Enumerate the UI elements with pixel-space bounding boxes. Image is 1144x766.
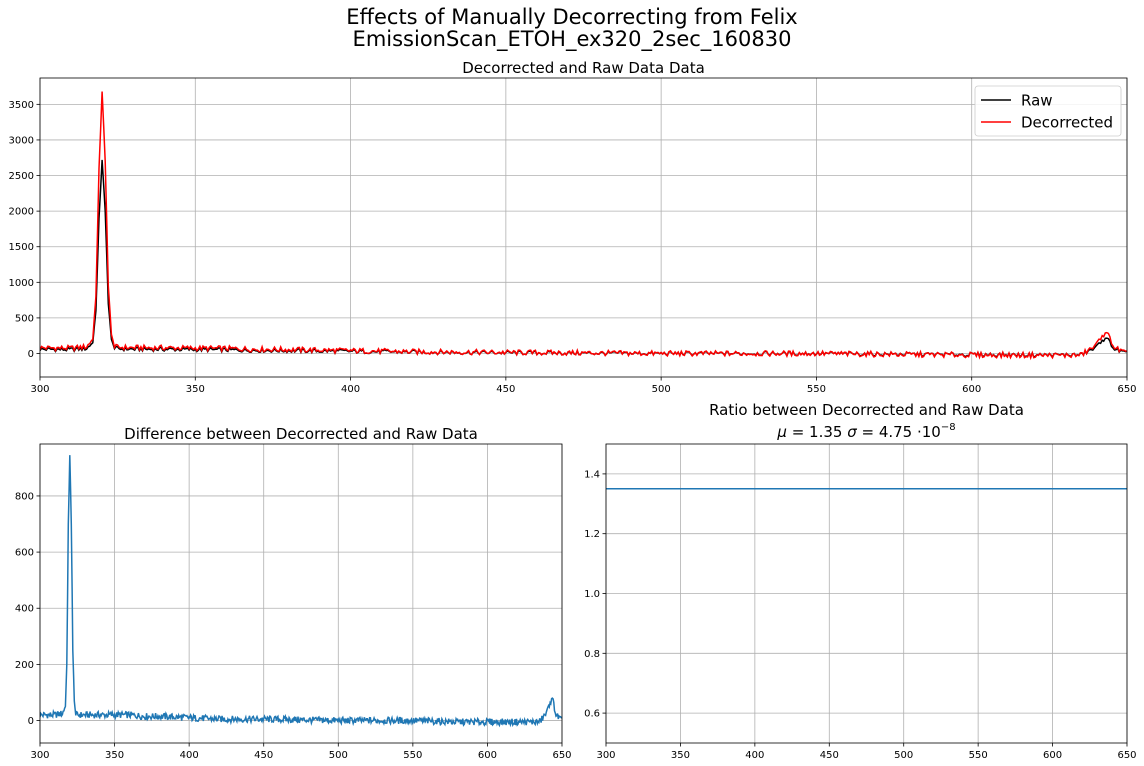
x-tick-label: 450 xyxy=(496,384,515,395)
x-tick-label: 450 xyxy=(254,750,273,761)
y-tick-label: 200 xyxy=(15,660,34,671)
x-tick-label: 500 xyxy=(894,750,913,761)
x-tick-label: 550 xyxy=(969,750,988,761)
y-tick-label: 0.8 xyxy=(584,649,600,660)
y-tick-label: 1.2 xyxy=(584,529,600,540)
x-tick-label: 350 xyxy=(186,384,205,395)
x-tick-label: 600 xyxy=(478,750,497,761)
y-tick-label: 1500 xyxy=(9,242,34,253)
x-tick-label: 300 xyxy=(30,384,49,395)
y-tick-label: 0.6 xyxy=(584,709,600,720)
y-tick-label: 1.0 xyxy=(584,589,600,600)
x-tick-label: 300 xyxy=(30,750,49,761)
chart-title: Difference between Decorrected and Raw D… xyxy=(124,425,478,443)
chart-ratio: 300 350 400 450 500 550 600 650 0.6 0.8 1.0 1.2 1.4 R… xyxy=(584,401,1136,761)
y-tick-label: 500 xyxy=(15,313,34,324)
y-tick-label: 2500 xyxy=(9,171,34,182)
plot-frame xyxy=(605,443,1128,744)
series-line-decorrected xyxy=(40,91,1127,361)
x-tick-label: 650 xyxy=(1117,750,1136,761)
series-line-data xyxy=(40,455,562,728)
y-tick-label: 0 xyxy=(28,716,34,727)
x-tick-label: 400 xyxy=(180,750,199,761)
y-tick-label: 1.4 xyxy=(584,469,600,480)
x-tick-label: 650 xyxy=(552,750,571,761)
chart-subtitle: μ = 1.35 σ = 4.75 ·10−8 xyxy=(776,422,955,441)
chart-title: Ratio between Decorrected and Raw Data xyxy=(709,401,1024,419)
series-line-raw xyxy=(40,159,1127,359)
chart-diff: 300 350 400 450 500 550 600 650 0 200 400 600 800 Dif… xyxy=(15,425,572,761)
x-tick-label: 650 xyxy=(1117,384,1136,395)
chart-top: 300 350 400 450 500 550 600 650 0 500 1000 1500 2000… xyxy=(9,59,1137,395)
y-tick-label: 2000 xyxy=(9,207,34,218)
y-tick-label: 400 xyxy=(15,604,34,615)
x-tick-label: 350 xyxy=(671,750,690,761)
y-tick-label: 1000 xyxy=(9,278,34,289)
legend-label: Decorrected xyxy=(1021,114,1113,132)
x-tick-label: 600 xyxy=(962,384,981,395)
x-tick-label: 350 xyxy=(105,750,124,761)
y-tick-label: 3500 xyxy=(9,100,34,111)
x-tick-label: 500 xyxy=(652,384,671,395)
chart-title: Decorrected and Raw Data Data xyxy=(462,59,705,77)
x-tick-label: 300 xyxy=(596,750,615,761)
x-tick-label: 600 xyxy=(1043,750,1062,761)
x-tick-label: 450 xyxy=(820,750,839,761)
figure-title: Effects of Manually Decorrecting from Fe… xyxy=(346,5,798,29)
figure-subtitle: EmissionScan_ETOH_ex320_2sec_160830 xyxy=(352,27,792,51)
y-tick-label: 800 xyxy=(15,491,34,502)
plot-frame xyxy=(39,443,563,744)
x-tick-label: 550 xyxy=(807,384,826,395)
legend-box xyxy=(974,85,1122,137)
x-tick-label: 550 xyxy=(403,750,422,761)
plot-frame xyxy=(39,77,1128,378)
y-tick-label: 3000 xyxy=(9,135,34,146)
x-tick-label: 400 xyxy=(745,750,764,761)
y-tick-label: 600 xyxy=(15,548,34,559)
x-tick-label: 400 xyxy=(341,384,360,395)
x-tick-label: 500 xyxy=(329,750,348,761)
legend-label: Raw xyxy=(1021,92,1053,110)
y-tick-label: 0 xyxy=(28,349,34,360)
